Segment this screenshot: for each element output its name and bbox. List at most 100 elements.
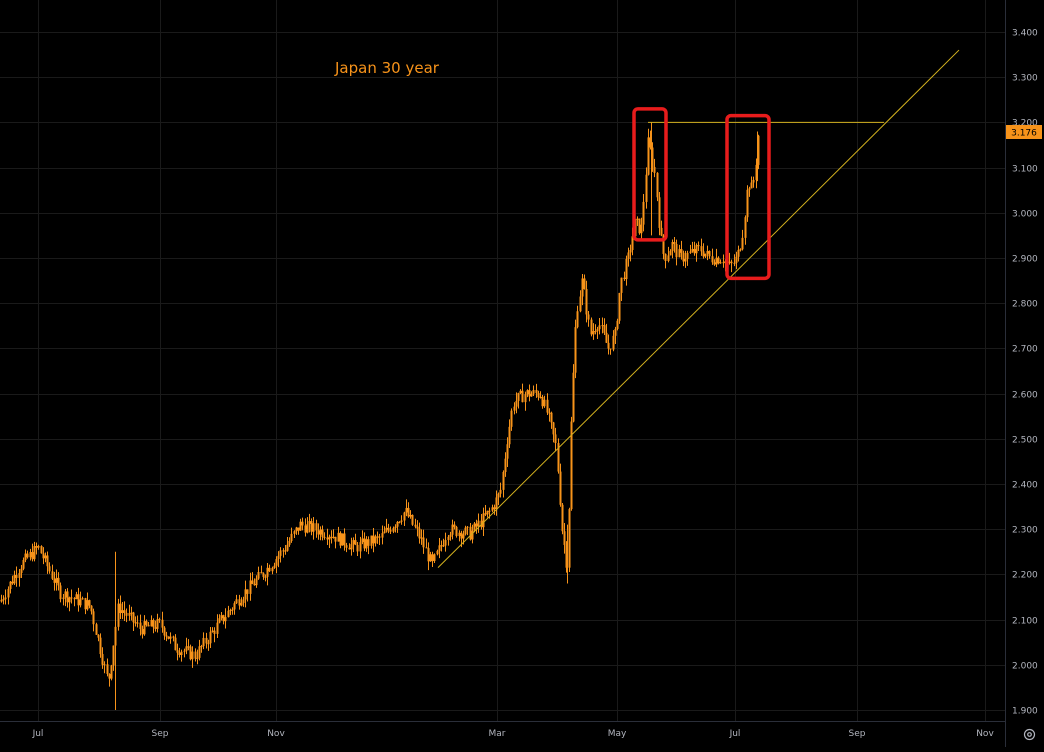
candle-body [84, 598, 87, 610]
candle-body [136, 622, 139, 624]
candle-body [95, 624, 98, 635]
candle-body [475, 523, 478, 527]
candle-body [55, 577, 58, 583]
candle-body [442, 545, 445, 547]
candle-body [700, 246, 703, 252]
candle-body [746, 189, 749, 218]
candle-body [682, 252, 685, 262]
x-tick-label: May [608, 729, 627, 739]
candle-body [77, 594, 80, 606]
candle-body [304, 525, 307, 533]
candle-body [249, 580, 252, 594]
y-tick-label: 3.400 [1012, 29, 1038, 39]
candle-body [73, 598, 76, 600]
candle-body [603, 325, 606, 333]
gear-icon [1023, 728, 1035, 740]
candle-body [365, 539, 368, 549]
chart-settings-button[interactable] [1018, 723, 1040, 745]
candle-body [671, 242, 674, 251]
last-price-label: 3.176 [1011, 129, 1037, 139]
y-tick-label: 2.500 [1012, 436, 1038, 446]
candle-body [44, 555, 47, 559]
candle-body [326, 537, 329, 540]
candle-body [460, 532, 463, 539]
candle-body [568, 509, 571, 568]
y-tick-label: 2.600 [1012, 391, 1038, 401]
candle-body [524, 394, 527, 403]
candle-body [207, 643, 210, 645]
candle-body [664, 253, 667, 261]
y-tick-label: 3.200 [1012, 119, 1038, 129]
candle-body [253, 583, 256, 586]
candle-body [530, 393, 533, 397]
candle-body [213, 630, 216, 634]
candle-body [636, 218, 639, 220]
candle-body [601, 325, 604, 327]
candle-body [246, 589, 249, 594]
candle-body [202, 637, 205, 647]
candle-body [224, 617, 227, 622]
candle-body [647, 137, 650, 175]
candle-body [623, 277, 626, 280]
candle-body [469, 526, 472, 540]
candle-body [546, 399, 549, 413]
candle-body [508, 426, 511, 445]
candle-body [484, 513, 487, 515]
candle-body [378, 536, 381, 538]
y-tick-label: 2.800 [1012, 300, 1038, 310]
candle-body [301, 521, 304, 526]
candle-body [757, 135, 760, 165]
candle-body [642, 201, 645, 225]
candle-body [693, 248, 696, 254]
candle-body [13, 575, 16, 584]
candle-body [400, 520, 403, 522]
candle-body [310, 521, 313, 532]
candle-body [416, 526, 419, 529]
x-tick-label: Nov [267, 729, 285, 739]
candle-body [715, 257, 718, 265]
candle-body [110, 665, 113, 679]
candle-body [658, 197, 661, 228]
last-price-tag-background [1006, 125, 1042, 139]
y-tick-label: 2.100 [1012, 617, 1038, 627]
candle-body [638, 218, 641, 234]
candle-body [596, 329, 599, 332]
candle-body [354, 540, 357, 545]
candle-body [420, 537, 423, 539]
candle-body [752, 179, 755, 183]
candle-body [706, 251, 709, 254]
candle-body [180, 651, 183, 656]
candle-body [444, 540, 447, 546]
candle-body [194, 651, 197, 659]
candle-body [576, 311, 579, 328]
candle-body [565, 544, 568, 568]
candle-body [689, 251, 692, 253]
candle-body [587, 314, 590, 320]
candle-body [189, 646, 192, 660]
candle-body [526, 390, 529, 395]
candle-body [299, 521, 302, 531]
candle-body [370, 535, 373, 546]
candle-body [59, 585, 62, 600]
candle-body [539, 396, 542, 398]
candle-body [431, 554, 434, 562]
candle-body [29, 552, 32, 558]
candle-body [51, 571, 54, 579]
candle-body [471, 530, 474, 540]
candle-body [64, 591, 67, 598]
candle-body [552, 422, 555, 435]
candle-body [222, 615, 225, 622]
y-tick-label: 2.400 [1012, 481, 1038, 491]
candle-body [145, 621, 148, 625]
highlight-box-jul [725, 113, 771, 281]
x-tick-label: Sep [152, 729, 169, 739]
candle-body [290, 533, 293, 542]
candle-body [172, 636, 175, 638]
candle-body [506, 444, 509, 459]
candle-body [0, 599, 3, 602]
candle-body [735, 256, 738, 263]
candle-body [341, 533, 344, 546]
candle-body [90, 605, 93, 612]
candle-body [394, 526, 397, 529]
candle-body [458, 532, 461, 537]
